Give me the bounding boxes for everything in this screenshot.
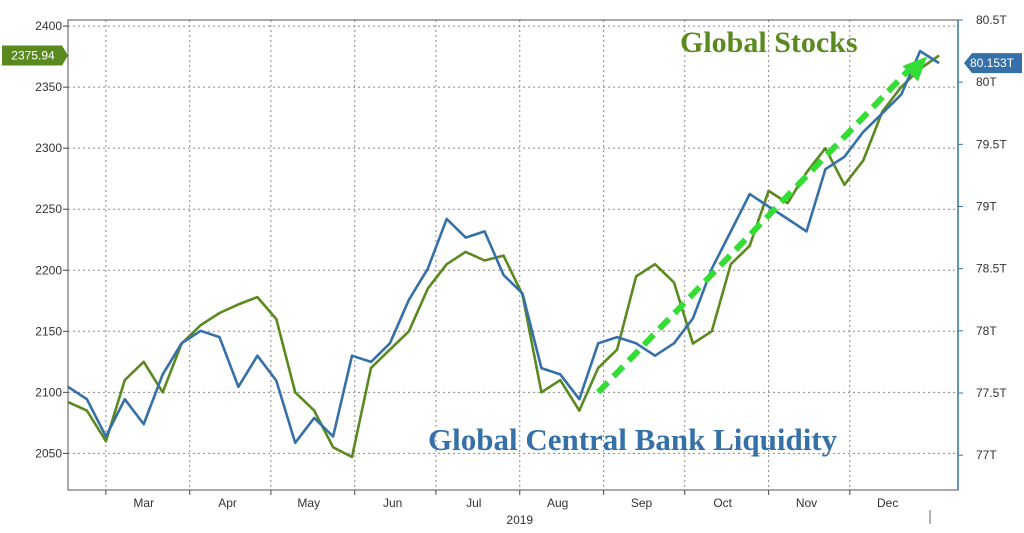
x-tick-label: Sep (631, 496, 653, 510)
last-value-flag-right (964, 53, 1022, 74)
x-tick-label: May (297, 496, 320, 510)
left-tick-label: 2350 (35, 80, 62, 94)
x-tick-label: Jul (466, 496, 481, 510)
left-tick-label: 2300 (35, 141, 62, 155)
plot-frame (67, 19, 959, 491)
right-tick-label: 80.5T (976, 13, 1007, 27)
left-tick-label: 2050 (35, 446, 62, 460)
x-tick-label: Aug (547, 496, 568, 510)
trend-arrow-head (902, 56, 928, 82)
annotation-global-stocks: Global Stocks (680, 26, 858, 59)
left-tick-label: 2150 (35, 324, 62, 338)
x-tick-label: Mar (133, 496, 154, 510)
trend-arrow-layer (596, 56, 928, 395)
left-tick-label: 2200 (35, 263, 62, 277)
right-tick-label: 77.5T (976, 386, 1007, 400)
right-tick-label: 79.5T (976, 137, 1007, 151)
series-layer (67, 49, 940, 459)
right-tick-label: 80T (976, 75, 997, 89)
left-tick-label: 2100 (35, 385, 62, 399)
last-value-label-left: 2375.94 (11, 48, 55, 62)
right-tick-label: 78T (976, 324, 997, 338)
x-axis-year-label: 2019 (506, 513, 533, 527)
axis-layer: 2400 2350 2300 2250 2200 2150 2100 2050 80.5T 80T… (35, 13, 1007, 527)
label-layer: Global Stocks Global Central Bank Liquidi… (2, 26, 1022, 457)
x-tick-label: Nov (796, 496, 817, 510)
right-tick-label: 77T (976, 448, 997, 462)
last-value-label-right: 80.153T (970, 56, 1015, 70)
x-tick-label: Dec (877, 496, 898, 510)
right-tick-label: 79T (976, 200, 997, 214)
series-line-global-stocks (67, 54, 940, 459)
x-tick-label: Oct (713, 496, 732, 510)
right-tick-label: 78.5T (976, 262, 1007, 276)
x-tick-label: Jun (383, 496, 402, 510)
annotation-central-bank-liquidity: Global Central Bank Liquidity (428, 422, 838, 457)
grid-layer (68, 20, 958, 490)
last-value-flag-left (2, 45, 68, 66)
left-tick-label: 2250 (35, 202, 62, 216)
series-line-central-bank-liquidity (67, 49, 940, 445)
trend-arrow-shaft (596, 63, 916, 395)
x-tick-label: Apr (218, 496, 237, 510)
left-tick-label: 2400 (35, 19, 62, 33)
